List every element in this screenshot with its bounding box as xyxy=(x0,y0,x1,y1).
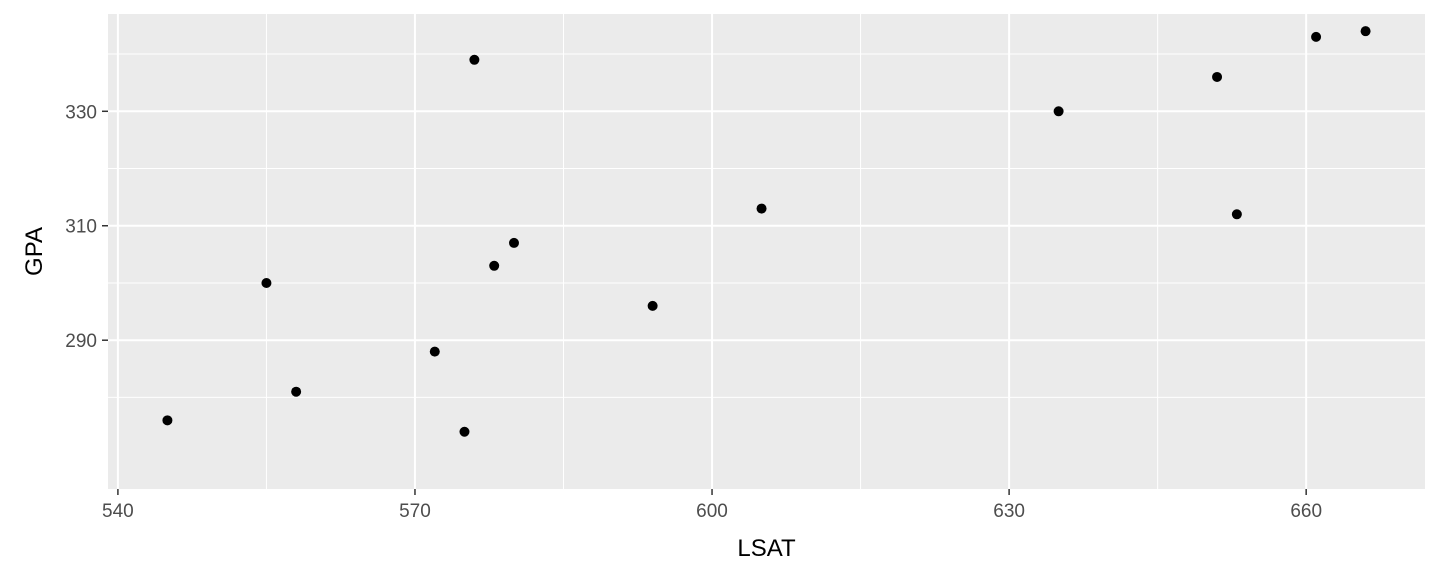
major-grid-lines xyxy=(108,14,1425,489)
x-tick-label: 630 xyxy=(993,501,1025,522)
y-axis-title: GPA xyxy=(21,227,48,276)
data-point xyxy=(1053,106,1064,117)
data-point xyxy=(162,415,173,426)
y-tick-label: 290 xyxy=(65,331,97,352)
y-tick-label: 330 xyxy=(65,102,97,123)
x-axis-ticks: 540 570 600 630 660 xyxy=(102,489,1322,522)
data-point xyxy=(1231,209,1242,220)
data-point xyxy=(469,54,480,65)
minor-grid-lines xyxy=(108,14,1425,489)
data-point xyxy=(647,300,658,311)
data-point xyxy=(291,386,302,397)
data-point xyxy=(429,346,440,357)
data-point xyxy=(489,260,500,271)
data-point xyxy=(1212,71,1223,82)
data-point xyxy=(261,277,272,288)
x-tick-label: 570 xyxy=(399,501,431,522)
data-point xyxy=(1311,31,1322,42)
y-axis-ticks: 290 310 330 xyxy=(65,102,108,352)
y-tick-label: 310 xyxy=(65,217,97,238)
plot-panel xyxy=(108,14,1425,489)
data-point xyxy=(459,426,470,437)
data-point xyxy=(756,203,767,214)
x-tick-label: 660 xyxy=(1290,501,1322,522)
data-point xyxy=(1360,26,1371,37)
data-point xyxy=(508,237,519,248)
x-axis-title: LSAT xyxy=(737,535,796,562)
data-points xyxy=(162,26,1371,437)
x-tick-label: 540 xyxy=(102,501,134,522)
x-tick-label: 600 xyxy=(696,501,728,522)
